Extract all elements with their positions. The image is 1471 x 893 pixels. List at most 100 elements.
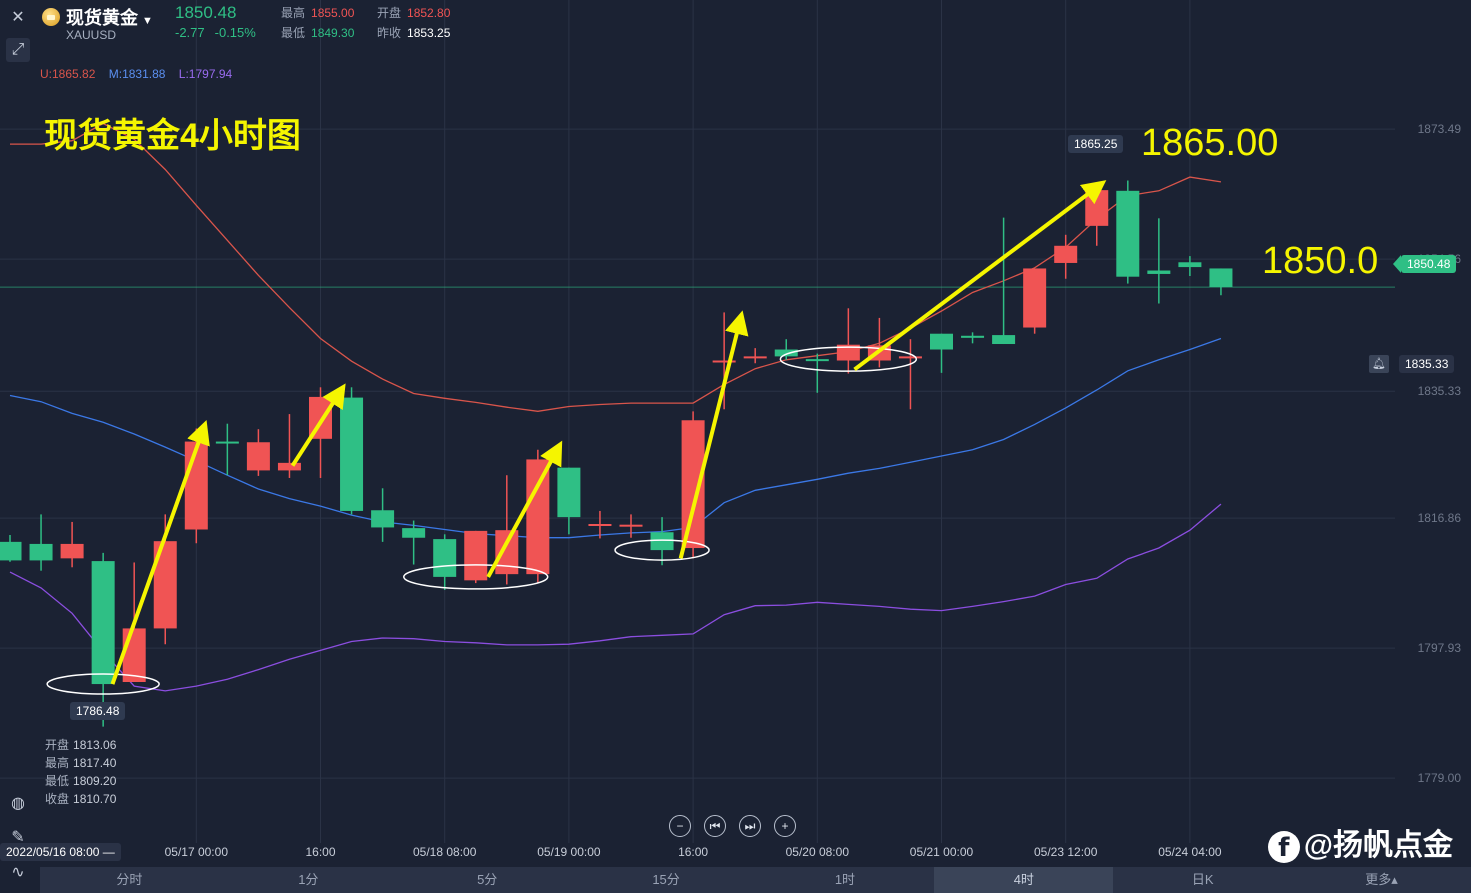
x-tick-label: 05/19 00:00 (537, 845, 601, 859)
candle-body (184, 441, 208, 530)
candle-body (836, 344, 860, 361)
candle-body (961, 335, 985, 338)
candle (992, 217, 1016, 345)
x-tick-label: 05/21 00:00 (909, 845, 974, 859)
x-tick-label: 05/24 04:00 (1158, 845, 1222, 859)
bollinger-legend: U:1865.82 M:1831.88 L:1797.94 (40, 67, 242, 81)
bell-icon[interactable]: 🔔︎ (1369, 355, 1389, 373)
upper-band-value: U:1865.82 (40, 67, 96, 81)
tab-1[interactable]: 1分 (298, 872, 319, 887)
annotation-arrow (486, 440, 563, 578)
candle-style-icon[interactable]: ◍ (11, 795, 25, 812)
candle (898, 339, 922, 410)
x-tick-label: 05/17 00:00 (164, 845, 228, 859)
candle (91, 552, 115, 727)
candle-body (29, 543, 53, 561)
zoom-in-button[interactable]: + (774, 815, 796, 837)
candle (836, 308, 860, 374)
annotation-arrow (290, 383, 346, 467)
instrument-symbol: XAUUSD (66, 28, 117, 42)
candle (961, 332, 985, 344)
candle (774, 339, 798, 360)
ohlc-row: 开盘 1813.06 (45, 738, 117, 752)
candle (433, 534, 457, 590)
candle-body (60, 543, 84, 559)
candle (1054, 234, 1078, 279)
candle (402, 520, 426, 565)
candle-body (1023, 268, 1047, 328)
candle-body (246, 442, 270, 471)
middle-band-line (9, 337, 1222, 539)
candle-body (433, 539, 457, 577)
candle-body (774, 349, 798, 357)
tab-5[interactable]: 4时 (934, 867, 1114, 893)
tab-2[interactable]: 5分 (477, 872, 498, 887)
candle-body (557, 467, 581, 518)
middle-band-value: M:1831.88 (108, 67, 166, 81)
candle (743, 348, 767, 364)
annotation-arrow (110, 419, 210, 685)
candle-body (371, 510, 395, 528)
candle (557, 467, 581, 535)
x-tick-label: 16:00 (305, 845, 336, 859)
candle-body (1178, 262, 1202, 268)
lower-band-line (9, 503, 1222, 692)
y-tick-label: 1779.00 (1417, 771, 1461, 786)
stat-open: 开盘 1852.80 (377, 6, 451, 20)
zoom-out-button[interactable]: − (669, 815, 691, 837)
y-tick-label: 1873.49 (1417, 122, 1461, 137)
current-price-tag: 1850.48 (1401, 255, 1457, 273)
gold-coin-icon (42, 8, 60, 26)
y-tick-label: 1835.33 (1417, 384, 1461, 399)
candle (1178, 256, 1202, 277)
close-icon[interactable]: ✕ (11, 9, 25, 26)
candle-body (215, 441, 239, 444)
current-price-pointer (1393, 255, 1401, 273)
jump-end-button[interactable]: ⏭ (739, 815, 761, 837)
candle-body (619, 524, 643, 527)
stat-low: 最低 1849.30 (281, 26, 355, 40)
candle (1023, 268, 1047, 334)
stat-high: 最高 1855.00 (281, 6, 355, 20)
ohlc-row: 最低 1809.20 (45, 774, 117, 788)
pen-icon[interactable]: ✎ (11, 829, 25, 846)
candle (1147, 218, 1171, 304)
x-tick-label: 05/20 08:00 (785, 845, 849, 859)
candle-body (898, 356, 922, 359)
annotation-ellipse (46, 673, 160, 695)
candle (712, 312, 736, 410)
annotation-arrow (853, 180, 1107, 372)
tab-6[interactable]: 日K (1191, 872, 1214, 887)
draw-tool-icon[interactable]: ⤢ (6, 38, 30, 62)
jump-start-button[interactable]: ⏮ (704, 815, 726, 837)
instrument-title[interactable]: 现货黄金 ▼ (66, 8, 153, 28)
candle-body (650, 532, 674, 551)
candle (1209, 268, 1233, 296)
candle (464, 530, 488, 584)
candle-body (1209, 268, 1233, 287)
tab-3[interactable]: 15分 (652, 872, 680, 887)
candle (0, 534, 22, 562)
annotation-ellipse (614, 539, 710, 561)
tab-0[interactable]: 分时 (116, 872, 143, 887)
facebook-icon: f (1267, 831, 1300, 864)
candle-body (681, 420, 705, 549)
tab-4[interactable]: 1时 (834, 872, 856, 887)
chevron-down-icon[interactable]: ▼ (142, 15, 153, 27)
timeframe-tabs: 分时 1分 5分 15分 1时 4时 日K 更多▴ (40, 867, 1471, 893)
candle-body (588, 524, 612, 526)
candle-body (464, 530, 488, 581)
indicator-icon[interactable]: ∿ (11, 864, 25, 881)
candle (29, 514, 53, 571)
candle (277, 414, 301, 478)
annotation-arrow (678, 310, 749, 559)
tab-7[interactable]: 更多▴ (1365, 872, 1398, 887)
alert-price-tag[interactable]: 1835.33 (1399, 355, 1455, 373)
candle-body (526, 459, 550, 575)
upper-band-line (10, 122, 1222, 412)
y-tick-label: 1797.93 (1417, 641, 1461, 656)
candle-body (743, 356, 767, 359)
x-tick-label: 16:00 (678, 845, 709, 859)
